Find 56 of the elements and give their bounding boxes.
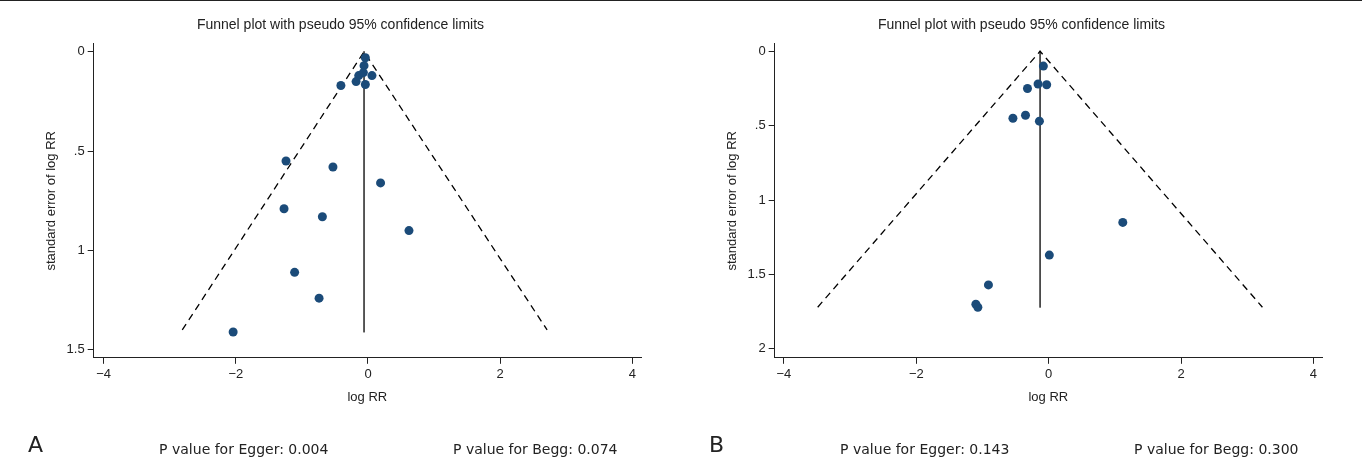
text: A [27, 432, 45, 457]
y-axis-title: standard error of log RR [43, 131, 59, 271]
point [1044, 250, 1054, 260]
x-tick-label: 0 [364, 366, 372, 382]
y-tick-label: 1.5 [747, 266, 766, 282]
chart-title: Funnel plot with pseudo 95% confidence limits [877, 16, 1166, 33]
x-tick-label: 4 [1309, 366, 1318, 382]
point [983, 280, 993, 290]
y-tick-label: 1 [77, 242, 85, 258]
point [367, 71, 377, 81]
x-axis-title: log RR [1028, 388, 1069, 404]
x-tick-label: 2 [496, 366, 504, 382]
point [404, 226, 414, 236]
text: P value for Egger: 0.143 [839, 441, 1011, 457]
x-tick-label: −2 [908, 366, 924, 382]
point [1042, 80, 1052, 90]
point [1034, 116, 1044, 126]
y-tick-label: 0 [758, 42, 766, 58]
text: P value for Egger: 0.004 [158, 441, 330, 457]
point [279, 204, 289, 214]
point [314, 293, 324, 303]
point [360, 53, 370, 63]
y-tick-label: .5 [754, 117, 766, 133]
text: P value for Begg: 0.074 [452, 441, 619, 457]
y-tick-label: 0 [77, 43, 85, 59]
point [1033, 79, 1043, 89]
y-tick-label: 1.5 [66, 341, 85, 357]
x-tick-label: −2 [228, 366, 244, 382]
y-tick-label: .5 [73, 142, 85, 158]
point [328, 162, 338, 172]
text: P value for Begg: 0.300 [1133, 441, 1300, 457]
point [336, 81, 346, 91]
point [351, 77, 361, 87]
point [1021, 110, 1030, 120]
point [1008, 113, 1018, 123]
point [317, 212, 327, 222]
point [290, 267, 300, 277]
y-axis-title: standard error of log RR [724, 131, 740, 271]
x-tick-label: 4 [628, 366, 637, 382]
point [360, 80, 370, 90]
point [1022, 83, 1032, 93]
point [1118, 217, 1128, 227]
x-tick-label: −4 [96, 366, 111, 382]
text: B [708, 432, 726, 457]
point [358, 68, 368, 78]
point [228, 327, 238, 337]
x-tick-label: 0 [1045, 366, 1053, 382]
y-tick-label: 1 [758, 191, 766, 207]
chart-title: Funnel plot with pseudo 95% confidence limits [196, 16, 485, 33]
point [1038, 61, 1048, 71]
point [376, 178, 386, 188]
x-axis-title: log RR [347, 388, 388, 404]
y-tick-label: 2 [758, 340, 766, 356]
x-tick-label: −4 [776, 366, 792, 382]
point [281, 156, 291, 166]
x-tick-label: 2 [1177, 366, 1185, 382]
